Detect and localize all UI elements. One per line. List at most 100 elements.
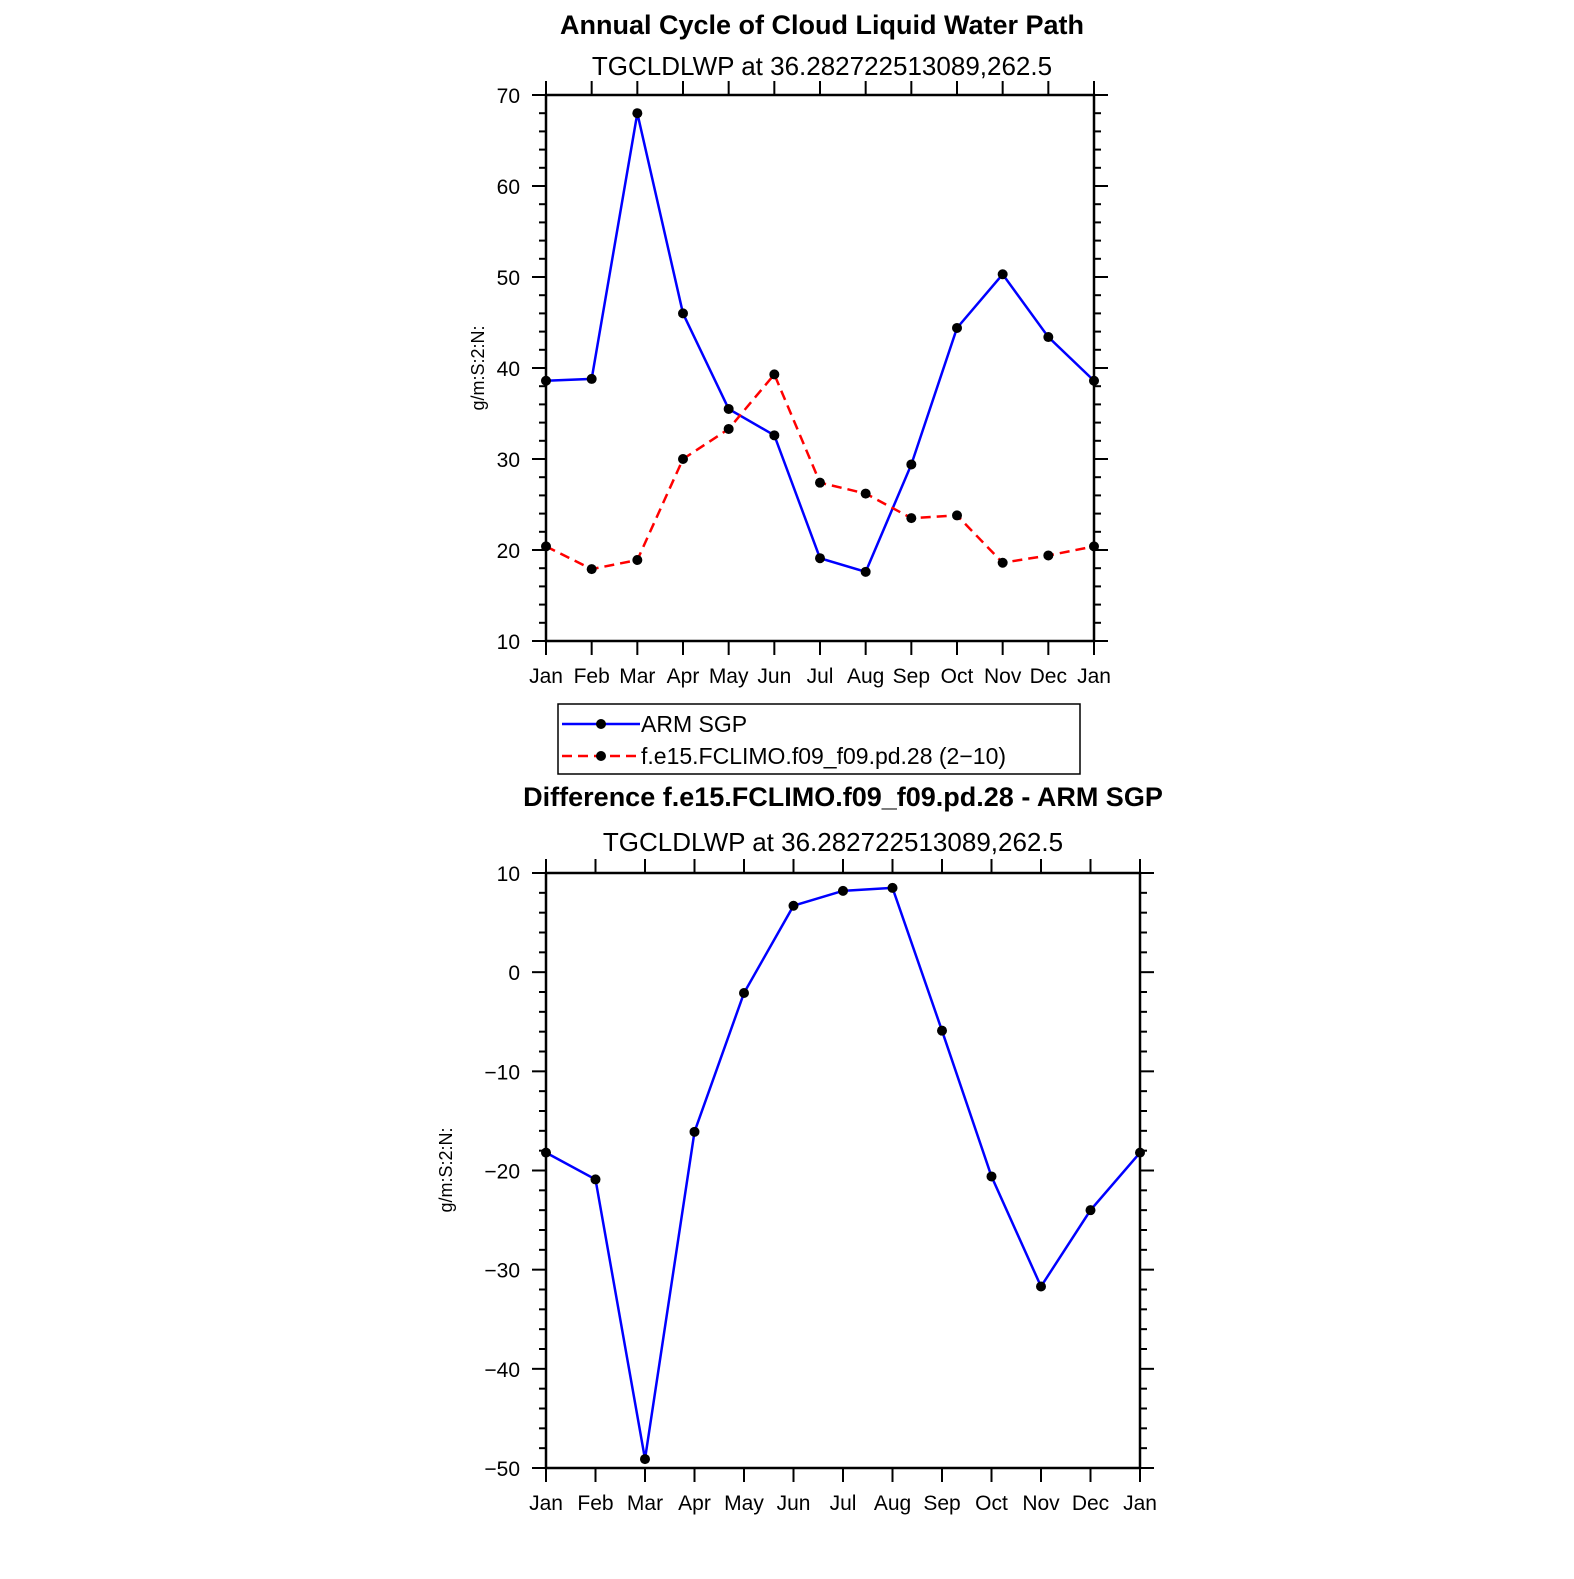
- top-x-tick-label: Oct: [941, 665, 974, 688]
- top-x-tick-label: Jul: [807, 665, 834, 688]
- bot-y-tick-label: 10: [497, 863, 520, 886]
- bot-x-tick-label: Nov: [1022, 1492, 1060, 1515]
- top-data-point-s1: [860, 488, 871, 499]
- top-x-tick-label: Jun: [757, 665, 791, 688]
- difference-panel: Difference f.e15.FCLIMO.f09_f09.pd.28 - …: [436, 782, 1163, 1515]
- bot-x-tick-label: Jan: [1123, 1492, 1157, 1515]
- bot-x-tick-label: May: [724, 1492, 764, 1515]
- top-x-tick-label: Apr: [667, 665, 700, 688]
- bot-x-tick-label: Oct: [975, 1492, 1008, 1515]
- bot-data-point-s0: [590, 1174, 601, 1185]
- top-data-point-s0: [906, 459, 917, 470]
- top-data-point-s1: [723, 423, 734, 434]
- top-data-point-s1: [815, 477, 825, 488]
- bot-data-point-s0: [986, 1171, 997, 1182]
- bot-y-tick-label: −50: [484, 1458, 520, 1481]
- top-data-point-s1: [952, 510, 962, 521]
- top-x-tick-label: Jan: [1077, 665, 1111, 688]
- bot-y-tick-label: −20: [484, 1161, 520, 1184]
- top-data-point-s1: [906, 513, 917, 524]
- top-chart-title: Annual Cycle of Cloud Liquid Water Path: [560, 10, 1084, 40]
- top-x-tick-label: Aug: [847, 665, 884, 688]
- legend-entry-model: f.e15.FCLIMO.f09_f09.pd.28 (2−10): [562, 743, 1006, 769]
- legend-marker-arm-sgp: [596, 719, 606, 729]
- bot-data-point-s0: [1036, 1281, 1046, 1292]
- top-y-tick-label: 10: [497, 631, 520, 654]
- top-x-tick-label: Jan: [529, 665, 563, 688]
- top-series-points: [541, 108, 1099, 577]
- bot-series-line-0: [545, 886, 1141, 1460]
- bot-x-tick-label: Feb: [577, 1492, 613, 1515]
- bottom-x-tick-labels: Jan Feb Mar Apr May Jun Jul Aug Sep Oct Nov Dec Jan: [529, 1492, 1157, 1515]
- top-data-point-s1: [1043, 550, 1054, 561]
- top-x-tick-label: May: [709, 665, 749, 688]
- bot-data-point-s0: [689, 1126, 700, 1137]
- top-data-point-s1: [678, 454, 688, 464]
- top-x-tick-label: Feb: [574, 665, 610, 688]
- bot-x-tick-label: Dec: [1072, 1492, 1109, 1515]
- top-data-point-s0: [723, 403, 734, 414]
- bot-y-tick-label: −30: [484, 1260, 520, 1283]
- bottom-axis-ticks: [532, 859, 1154, 1482]
- bot-data-point-s0: [937, 1025, 947, 1036]
- bottom-chart-subtitle: TGCLDLWP at 36.282722513089,262.5: [603, 827, 1063, 857]
- top-data-point-s0: [632, 108, 643, 119]
- top-series-lines: [545, 112, 1095, 574]
- bot-x-tick-label: Jul: [830, 1492, 857, 1515]
- legend: ARM SGP f.e15.FCLIMO.f09_f09.pd.28 (2−10…: [557, 703, 1081, 775]
- top-data-point-s1: [586, 564, 597, 575]
- bottom-plot-frame: [544, 871, 1142, 1470]
- top-y-tick-label: 60: [497, 176, 520, 199]
- top-y-tick-label: 20: [497, 540, 520, 563]
- top-data-point-s0: [860, 566, 871, 577]
- bot-data-point-s0: [838, 885, 848, 896]
- legend-label-arm-sgp: ARM SGP: [641, 711, 747, 737]
- top-data-point-s0: [815, 553, 825, 564]
- top-data-point-s0: [1043, 332, 1054, 343]
- top-x-tick-labels: Jan Feb Mar Apr May Jun Jul Aug Sep Oct Nov Dec Jan: [529, 665, 1111, 688]
- top-y-tick-label: 40: [497, 358, 520, 381]
- legend-label-model: f.e15.FCLIMO.f09_f09.pd.28 (2−10): [641, 743, 1006, 769]
- top-chart-subtitle: TGCLDLWP at 36.282722513089,262.5: [592, 51, 1052, 81]
- top-data-point-s0: [769, 430, 780, 441]
- bottom-series-lines: [545, 886, 1141, 1460]
- top-series-line-1: [545, 371, 1095, 571]
- top-x-tick-label: Nov: [984, 665, 1022, 688]
- bot-x-tick-label: Sep: [923, 1492, 960, 1515]
- top-y-tick-label: 30: [497, 449, 520, 472]
- bot-data-point-s0: [788, 900, 799, 911]
- bot-data-point-s0: [739, 987, 749, 998]
- bot-x-tick-label: Apr: [678, 1492, 711, 1515]
- top-y-tick-label: 50: [497, 267, 520, 290]
- bottom-chart-title: Difference f.e15.FCLIMO.f09_f09.pd.28 - …: [523, 782, 1163, 812]
- bot-y-tick-label: −40: [484, 1359, 520, 1382]
- bot-y-tick-label: −10: [484, 1061, 520, 1084]
- bot-data-point-s0: [1085, 1205, 1096, 1216]
- top-plot-frame: [544, 93, 1096, 643]
- legend-entry-arm-sgp: ARM SGP: [562, 711, 747, 737]
- top-data-point-s1: [769, 369, 780, 380]
- top-y-tick-label: 70: [497, 85, 520, 108]
- top-y-axis-label: g/m:S:2:N:: [468, 325, 488, 410]
- legend-marker-model: [596, 751, 606, 761]
- top-data-point-s0: [586, 373, 597, 384]
- bot-data-point-s0: [887, 882, 898, 893]
- annual-cycle-panel: Annual Cycle of Cloud Liquid Water Path …: [468, 10, 1111, 688]
- bot-x-tick-label: Mar: [627, 1492, 663, 1515]
- bot-x-tick-label: Jun: [777, 1492, 811, 1515]
- top-series-line-0: [545, 112, 1095, 574]
- top-data-point-s0: [952, 322, 962, 333]
- bot-x-tick-label: Jan: [529, 1492, 563, 1515]
- top-data-point-s1: [632, 555, 643, 566]
- top-data-point-s1: [997, 557, 1008, 568]
- bottom-y-axis-label: g/m:S:2:N:: [436, 1127, 456, 1212]
- bot-x-tick-label: Aug: [874, 1492, 911, 1515]
- legend-box: [557, 703, 1081, 775]
- top-axis-ticks: [532, 81, 1108, 655]
- top-x-tick-label: Sep: [893, 665, 930, 688]
- bot-data-point-s0: [640, 1454, 650, 1465]
- top-x-tick-label: Dec: [1030, 665, 1067, 688]
- top-y-tick-labels: 10 20 30 40 50 60 70: [497, 85, 520, 654]
